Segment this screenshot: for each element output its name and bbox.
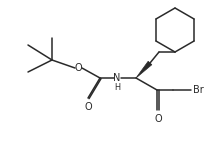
- Polygon shape: [136, 61, 152, 78]
- Text: O: O: [84, 102, 92, 112]
- Text: O: O: [74, 63, 82, 73]
- Text: N: N: [113, 73, 121, 83]
- Text: Br: Br: [193, 85, 204, 95]
- Text: H: H: [114, 83, 120, 92]
- Text: O: O: [154, 114, 162, 124]
